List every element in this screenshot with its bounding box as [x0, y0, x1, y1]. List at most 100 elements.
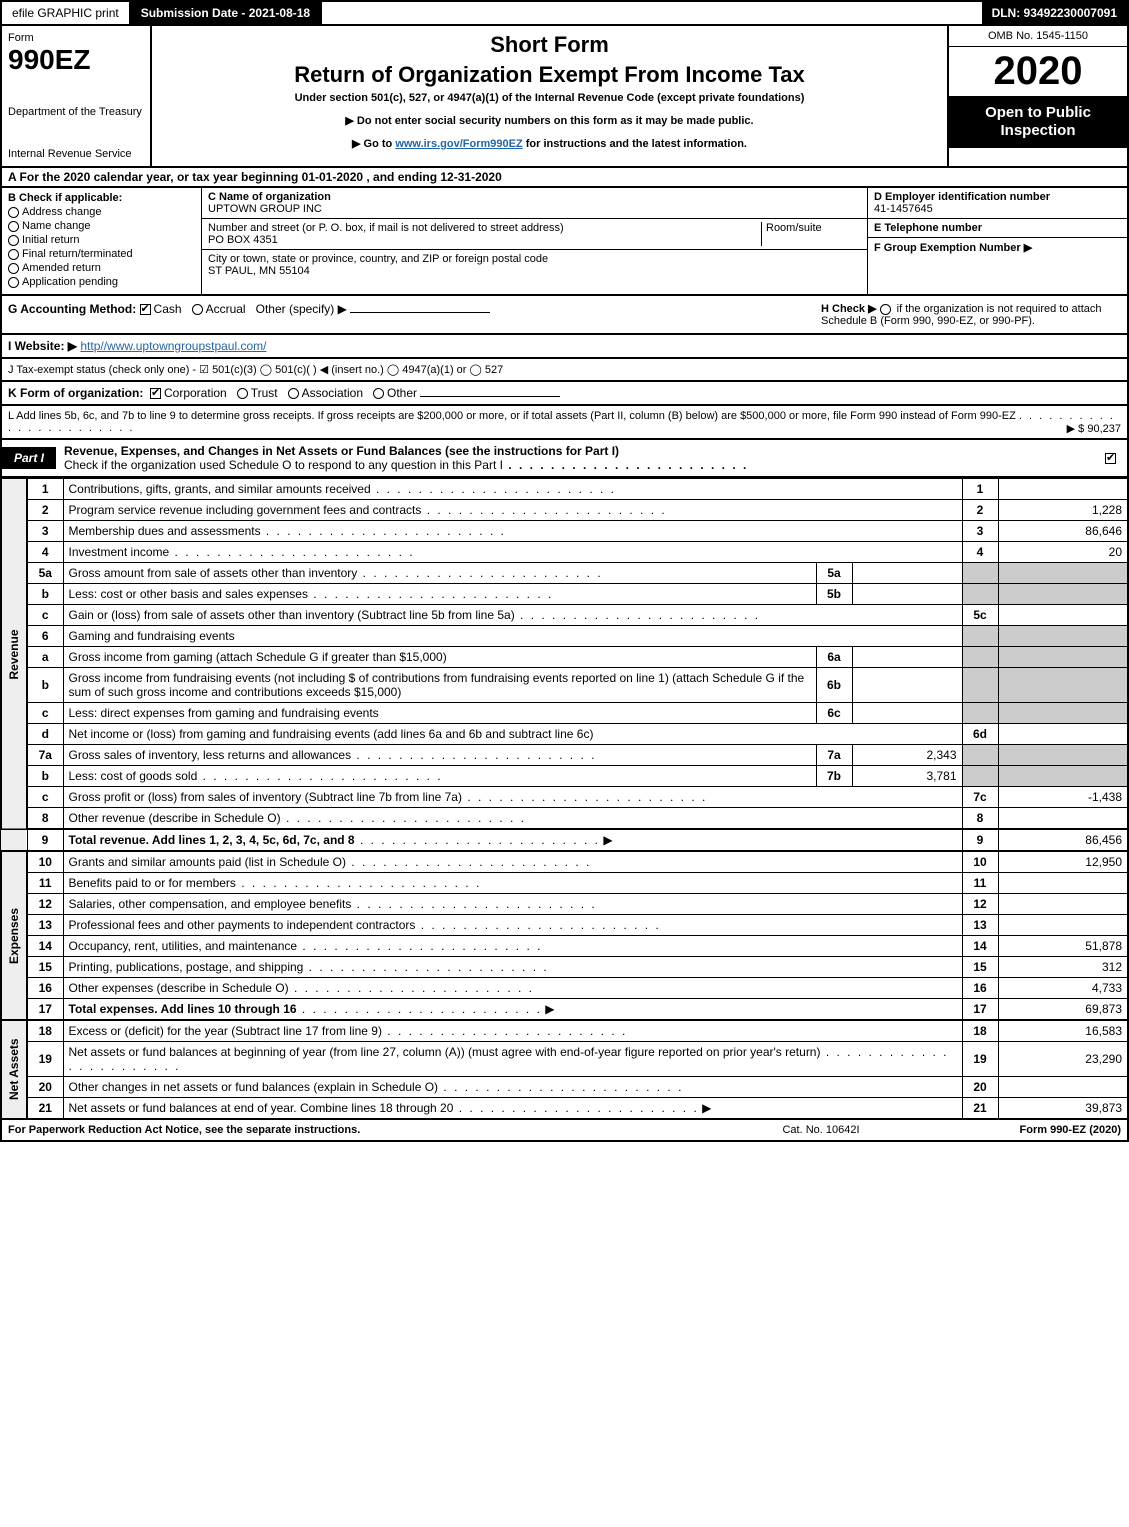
- l3-ln: 3: [962, 521, 998, 542]
- l6-ln-grey: [962, 626, 998, 647]
- l3-num: 3: [27, 521, 63, 542]
- col-c: C Name of organization UPTOWN GROUP INC …: [202, 188, 867, 294]
- row-a-tax-year: A For the 2020 calendar year, or tax yea…: [0, 168, 1129, 188]
- l-amount: ▶ $ 90,237: [1067, 422, 1121, 435]
- c-name: UPTOWN GROUP INC: [208, 203, 861, 215]
- section-expenses: Expenses: [1, 851, 27, 1020]
- l9-ln: 9: [962, 829, 998, 851]
- chk-amended-return[interactable]: Amended return: [8, 262, 195, 274]
- row-l4: 4 Investment income 4 20: [1, 542, 1128, 563]
- row-l10: Expenses 10 Grants and similar amounts p…: [1, 851, 1128, 873]
- l18-amt: 16,583: [998, 1020, 1128, 1042]
- row-l19: 19 Net assets or fund balances at beginn…: [1, 1042, 1128, 1077]
- city-value: ST PAUL, MN 55104: [208, 265, 861, 277]
- l5b-desc: Less: cost or other basis and sales expe…: [69, 587, 308, 601]
- submission-date: Submission Date - 2021-08-18: [131, 2, 322, 24]
- row-l13: 13 Professional fees and other payments …: [1, 915, 1128, 936]
- l21-dots: [453, 1101, 698, 1115]
- l14-amt: 51,878: [998, 936, 1128, 957]
- chk-application-pending[interactable]: Application pending: [8, 276, 195, 288]
- chk-address-change[interactable]: Address change: [8, 206, 195, 218]
- other-k-input[interactable]: [420, 396, 560, 397]
- l3-amt: 86,646: [998, 521, 1128, 542]
- l5a-num: 5a: [27, 563, 63, 584]
- l8-ln: 8: [962, 808, 998, 830]
- cell-city: City or town, state or province, country…: [202, 250, 867, 280]
- lbl-other-k: Other: [387, 386, 417, 400]
- l5a-sv: [852, 563, 962, 584]
- row-h: H Check ▶ if the organization is not req…: [821, 302, 1121, 327]
- website-link[interactable]: http//www.uptowngroupstpaul.com/: [80, 339, 266, 353]
- cell-address: Number and street (or P. O. box, if mail…: [202, 219, 867, 250]
- row-l6: 6 Gaming and fundraising events: [1, 626, 1128, 647]
- row-l8: 8 Other revenue (describe in Schedule O)…: [1, 808, 1128, 830]
- dln-label: DLN: 93492230007091: [982, 2, 1127, 24]
- cell-group-exemption: F Group Exemption Number ▶: [868, 238, 1127, 257]
- lbl-name-change: Name change: [22, 220, 91, 232]
- chk-trust[interactable]: [237, 388, 248, 399]
- lbl-corporation: Corporation: [164, 386, 227, 400]
- lbl-initial-return: Initial return: [22, 234, 79, 246]
- col-b: B Check if applicable: Address change Na…: [2, 188, 202, 294]
- row-l5a: 5a Gross amount from sale of assets othe…: [1, 563, 1128, 584]
- irs-link[interactable]: www.irs.gov/Form990EZ: [395, 138, 522, 150]
- chk-corporation[interactable]: [150, 388, 161, 399]
- l17-dots: [297, 1002, 542, 1016]
- l13-dots: [415, 918, 660, 932]
- l10-ln: 10: [962, 851, 998, 873]
- part1-title-text: Revenue, Expenses, and Changes in Net As…: [64, 444, 619, 458]
- g-label: G Accounting Method:: [8, 302, 136, 316]
- part1-sub: Check if the organization used Schedule …: [64, 458, 503, 472]
- l7c-ln: 7c: [962, 787, 998, 808]
- l9-num: 9: [27, 829, 63, 851]
- l9-amt: 86,456: [998, 829, 1128, 851]
- l9-desc: Total revenue. Add lines 1, 2, 3, 4, 5c,…: [69, 833, 355, 847]
- row-l12: 12 Salaries, other compensation, and emp…: [1, 894, 1128, 915]
- l7a-sv: 2,343: [852, 745, 962, 766]
- lbl-trust: Trust: [251, 386, 278, 400]
- f-label: F Group Exemption Number ▶: [874, 241, 1121, 254]
- l7b-desc: Less: cost of goods sold: [69, 769, 198, 783]
- chk-h[interactable]: [880, 304, 891, 315]
- city-label: City or town, state or province, country…: [208, 253, 861, 265]
- chk-other-k[interactable]: [373, 388, 384, 399]
- top-bar: efile GRAPHIC print Submission Date - 20…: [0, 0, 1129, 26]
- section-revenue: Revenue: [1, 479, 27, 830]
- row-l20: 20 Other changes in net assets or fund b…: [1, 1077, 1128, 1098]
- efile-print-label[interactable]: efile GRAPHIC print: [2, 2, 131, 24]
- part1-title: Revenue, Expenses, and Changes in Net As…: [56, 440, 1097, 476]
- l13-ln: 13: [962, 915, 998, 936]
- part1-header: Part I Revenue, Expenses, and Changes in…: [0, 440, 1129, 478]
- l20-amt: [998, 1077, 1128, 1098]
- title-short-form: Short Form: [158, 32, 941, 58]
- l14-desc: Occupancy, rent, utilities, and maintena…: [69, 939, 298, 953]
- l12-ln: 12: [962, 894, 998, 915]
- l7a-ln-grey: [962, 745, 998, 766]
- l18-ln: 18: [962, 1020, 998, 1042]
- l3-dots: [261, 524, 506, 538]
- chk-cash[interactable]: [140, 304, 151, 315]
- lbl-other-specify: Other (specify) ▶: [256, 302, 347, 316]
- chk-accrual[interactable]: [192, 304, 203, 315]
- row-l5b: b Less: cost or other basis and sales ex…: [1, 584, 1128, 605]
- l16-desc: Other expenses (describe in Schedule O): [69, 981, 289, 995]
- chk-association[interactable]: [288, 388, 299, 399]
- l14-ln: 14: [962, 936, 998, 957]
- chk-final-return[interactable]: Final return/terminated: [8, 248, 195, 260]
- l5b-ln-grey: [962, 584, 998, 605]
- chk-initial-return[interactable]: Initial return: [8, 234, 195, 246]
- footer-catno: Cat. No. 10642I: [721, 1124, 921, 1136]
- row-l7a: 7a Gross sales of inventory, less return…: [1, 745, 1128, 766]
- l6-num: 6: [27, 626, 63, 647]
- lines-table: Revenue 1 Contributions, gifts, grants, …: [0, 478, 1129, 1120]
- form-word: Form: [8, 32, 144, 44]
- l21-amt: 39,873: [998, 1098, 1128, 1120]
- l5c-amt: [998, 605, 1128, 626]
- l14-dots: [297, 939, 542, 953]
- omb-number: OMB No. 1545-1150: [949, 26, 1127, 47]
- l8-dots: [281, 811, 526, 825]
- other-specify-input[interactable]: [350, 312, 490, 313]
- part1-schedule-o-chk[interactable]: [1097, 447, 1127, 469]
- chk-name-change[interactable]: Name change: [8, 220, 195, 232]
- lbl-accrual: Accrual: [206, 302, 246, 316]
